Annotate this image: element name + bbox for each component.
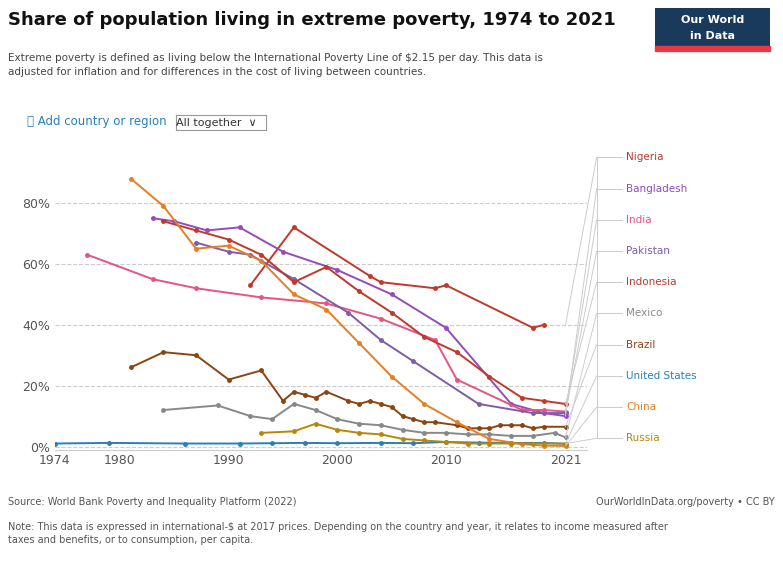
Text: India: India [626,215,652,225]
Text: Extreme poverty is defined as living below the International Poverty Line of $2.: Extreme poverty is defined as living bel… [8,53,543,76]
Text: Nigeria: Nigeria [626,152,664,162]
Text: Pakistan: Pakistan [626,246,670,256]
Text: Indonesia: Indonesia [626,277,677,287]
Text: OurWorldInData.org/poverty • CC BY: OurWorldInData.org/poverty • CC BY [597,497,775,507]
Text: Note: This data is expressed in international-$ at 2017 prices. Depending on the: Note: This data is expressed in internat… [8,522,668,545]
Text: Brazil: Brazil [626,339,656,350]
Text: Mexico: Mexico [626,309,662,319]
Bar [655,46,770,51]
Text: ➕ Add country or region: ➕ Add country or region [27,115,167,128]
Text: Share of population living in extreme poverty, 1974 to 2021: Share of population living in extreme po… [8,11,615,29]
Text: All together  ∨: All together ∨ [176,118,257,128]
Text: Russia: Russia [626,433,660,443]
Text: in Data: in Data [690,31,735,41]
Text: China: China [626,402,656,412]
Text: Source: World Bank Poverty and Inequality Platform (2022): Source: World Bank Poverty and Inequalit… [8,497,296,507]
Text: Our World: Our World [681,15,744,25]
Text: United States: United States [626,371,697,381]
Text: Bangladesh: Bangladesh [626,184,687,193]
